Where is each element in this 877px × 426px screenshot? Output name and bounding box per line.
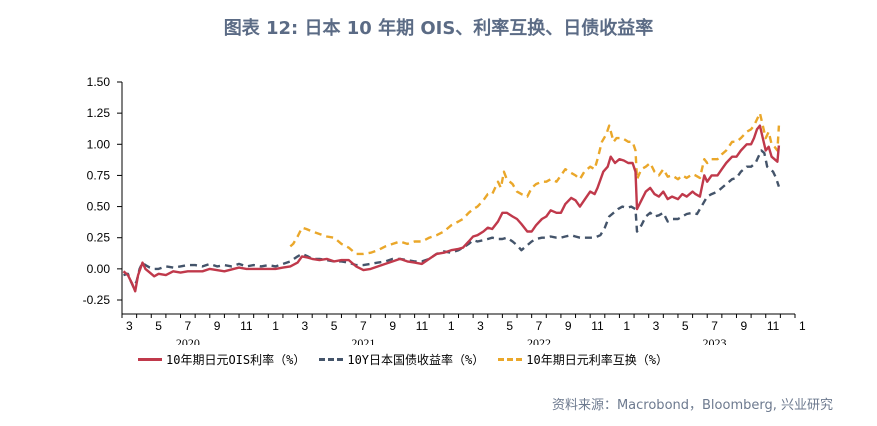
legend-item-swap: 10年期日元利率互换（%）	[498, 351, 668, 368]
legend-label-jgb: 10Y日本国债收益率（%）	[347, 352, 485, 367]
y-tick-label: 0.00	[87, 262, 111, 276]
x-tick-label: 11	[767, 319, 780, 333]
x-tick-label: 9	[740, 319, 747, 333]
x-tick-label: 9	[389, 319, 396, 333]
y-axis: 1.50 1.25 1.00 0.75 0.50 0.25 0.00 -0.25	[83, 75, 123, 314]
legend: 10年期日元OIS利率（%） 10Y日本国债收益率（%） 10年期日元利率互换（…	[138, 349, 682, 369]
chart-title: 图表 12: 日本 10 年期 OIS、利率互换、日债收益率	[223, 18, 654, 39]
x-tick-label: 7	[360, 319, 367, 333]
x-year-label: 2022	[527, 336, 551, 345]
x-tick-label: 11	[591, 319, 604, 333]
x-tick-label: 3	[653, 319, 660, 333]
x-tick-label: 5	[155, 319, 162, 333]
legend-label-swap: 10年期日元利率互换（%）	[526, 352, 668, 367]
source-note: 资料来源：Macrobond，Bloomberg, 兴业研究	[551, 398, 833, 413]
x-tick-label: 7	[184, 319, 191, 333]
series-layer	[122, 111, 781, 293]
x-tick-label: 11	[240, 319, 253, 333]
y-tick-label: 1.50	[87, 75, 111, 89]
legend-swatch-jgb	[319, 357, 344, 361]
y-tick-label: 1.00	[87, 137, 111, 151]
line-chart: 1.501.251.000.750.500.250.00-0.25 3 5 7 9 11…	[83, 75, 806, 345]
x-tick-label: 1	[799, 319, 806, 333]
series-ois-line	[122, 124, 781, 293]
x-tick-label: 1	[448, 319, 455, 333]
x-tick-label: 5	[506, 319, 513, 333]
x-tick-label: 1	[623, 319, 630, 333]
y-tick-label: -0.25	[83, 293, 111, 307]
x-year-label: 2023	[703, 336, 727, 345]
x-year-label: 2021	[351, 336, 375, 345]
x-tick-label: 9	[565, 319, 572, 333]
y-tick-label: 0.25	[87, 231, 111, 245]
x-year-label: 2020	[176, 336, 200, 345]
x-tick-label: 7	[711, 319, 718, 333]
legend-swatch-ois	[138, 357, 162, 361]
y-tick-label: 1.25	[87, 106, 111, 120]
x-tick-label: 5	[331, 319, 338, 333]
x-tick-label: 3	[126, 319, 133, 333]
series-jgb-line	[123, 149, 781, 289]
x-tick-label: 9	[214, 319, 221, 333]
series-swap-line	[289, 111, 781, 256]
legend-item-ois: 10年期日元OIS利率（%）	[138, 351, 305, 368]
x-tick-label: 3	[477, 319, 484, 333]
x-tick-label: 5	[682, 319, 689, 333]
y-tick-label: 0.75	[87, 168, 111, 182]
legend-item-jgb: 10Y日本国债收益率（%）	[319, 351, 484, 368]
legend-swatch-swap	[498, 357, 523, 361]
legend-label-ois: 10年期日元OIS利率（%）	[166, 352, 306, 367]
x-tick-label: 7	[536, 319, 543, 333]
x-tick-label: 3	[302, 319, 309, 333]
y-tick-label: 0.50	[87, 200, 111, 214]
x-tick-label: 1	[272, 319, 279, 333]
x-tick-label: 11	[416, 319, 429, 333]
